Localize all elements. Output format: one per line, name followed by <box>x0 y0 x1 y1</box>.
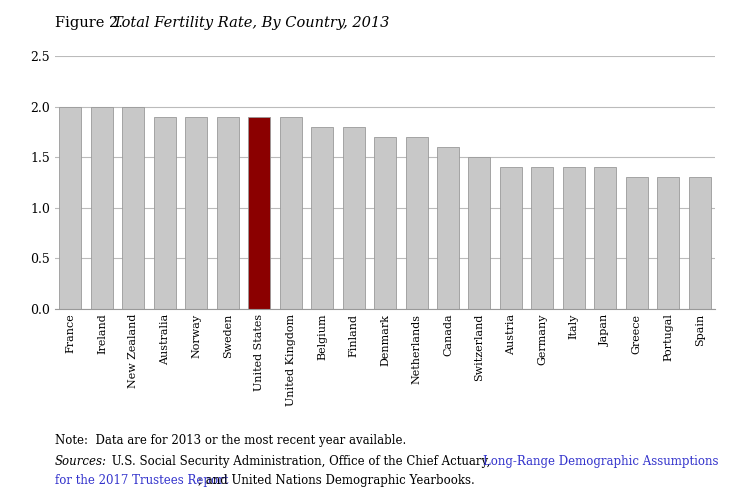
Bar <box>626 177 648 309</box>
Bar <box>311 127 333 309</box>
Text: Long-Range Demographic Assumptions: Long-Range Demographic Assumptions <box>483 455 718 468</box>
Text: for the 2017 Trustees Report: for the 2017 Trustees Report <box>55 474 228 488</box>
Text: ; and United Nations Demographic Yearbooks.: ; and United Nations Demographic Yearboo… <box>198 474 474 488</box>
Bar <box>123 107 145 309</box>
Bar <box>437 147 459 309</box>
Bar <box>280 117 301 309</box>
Bar <box>154 117 176 309</box>
Bar <box>500 168 522 309</box>
Bar <box>185 117 207 309</box>
Text: Sources:: Sources: <box>55 455 107 468</box>
Text: U.S. Social Security Administration, Office of the Chief Actuary,: U.S. Social Security Administration, Off… <box>108 455 494 468</box>
Bar <box>563 168 585 309</box>
Bar <box>594 168 616 309</box>
Bar <box>406 137 428 309</box>
Bar <box>217 117 239 309</box>
Text: Total Fertility Rate, By Country, 2013: Total Fertility Rate, By Country, 2013 <box>113 16 390 30</box>
Text: Note:  Data are for 2013 or the most recent year available.: Note: Data are for 2013 or the most rece… <box>55 434 406 447</box>
Bar <box>469 157 491 309</box>
Bar <box>248 117 270 309</box>
Bar <box>657 177 679 309</box>
Bar <box>91 107 113 309</box>
Bar <box>531 168 553 309</box>
Bar <box>688 177 711 309</box>
Text: Figure 2.: Figure 2. <box>55 16 127 30</box>
Bar <box>374 137 396 309</box>
Bar <box>342 127 364 309</box>
Bar <box>59 107 82 309</box>
